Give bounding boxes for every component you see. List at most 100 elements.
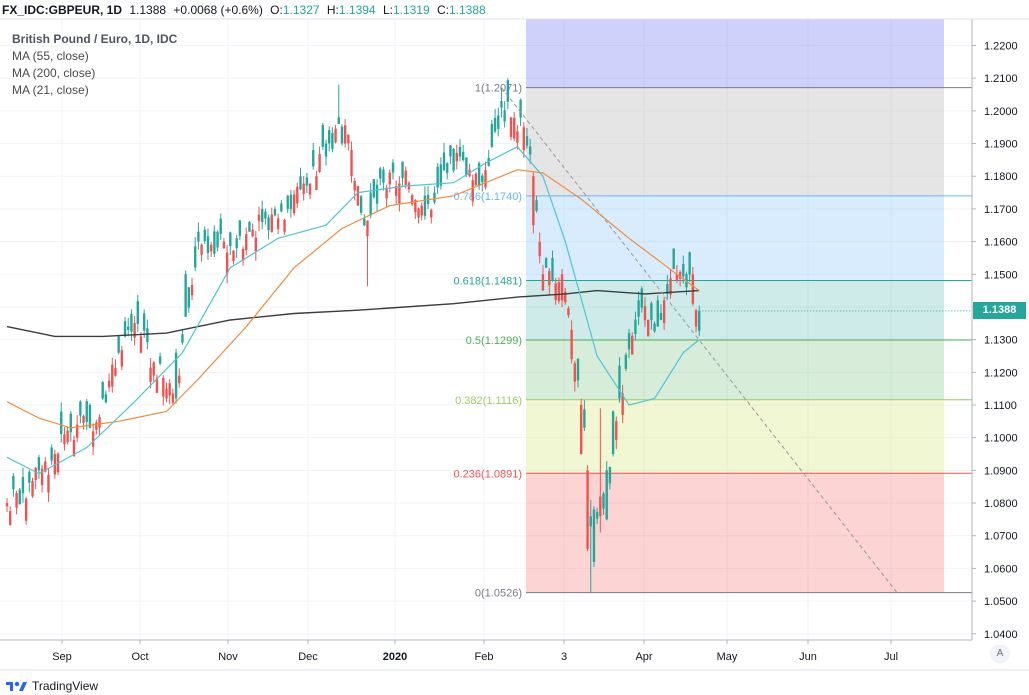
last-price-tag: 1.1388 [973,302,1026,320]
x-tick-label: Dec [298,651,318,663]
candle-body [197,231,200,242]
candle-body [363,218,366,226]
y-tick-label: 1.1700 [984,204,1018,216]
candle-body [91,431,95,447]
fib-level-label: 0.618(1.1481) [454,275,523,287]
candle-body [194,246,197,268]
candle-body [650,303,653,321]
candle-body [31,480,34,497]
y-tick-label: 1.1100 [984,400,1017,412]
candle-body [538,241,541,257]
candle-body [158,356,162,364]
candle-body [139,336,143,353]
x-tick-label: May [717,651,738,663]
candle-body [519,99,522,118]
candle-body [640,288,644,308]
candle-body [452,148,455,171]
y-tick-label: 1.2200 [984,40,1018,52]
candle-body [261,208,264,222]
candle-body [602,493,605,509]
candle-body [615,421,618,440]
fib-zone [526,195,944,281]
candle-body [257,214,261,222]
candle-body [104,394,108,403]
y-tick-label: 1.1500 [984,269,1018,281]
candle-body [624,354,628,369]
candle-body [200,244,203,255]
candle-body [621,393,624,416]
candle-body [85,401,88,422]
candle-body [47,474,50,493]
auto-scale-button[interactable]: A [990,645,1010,663]
candle-body [331,132,334,149]
fib-zone-top [526,19,944,88]
symbol-header: FX_IDC:GBPEUR, 1D 1.1388 +0.0068 (+0.6%)… [2,2,486,18]
candle-body [264,211,267,219]
candle-body [270,214,273,233]
candle-body [605,470,608,520]
candle-body [213,231,216,254]
fib-level-label: 0(1.0526) [475,588,522,600]
legend-ma21[interactable]: MA (21, close) [12,83,89,97]
candle-body [589,516,592,527]
candle-body [481,175,484,183]
candle-body [522,127,525,151]
candle-body [436,166,439,188]
candle-body [327,130,331,144]
candle-body [666,284,669,294]
trendline[interactable] [501,87,898,593]
x-tick-label: Jul [884,651,898,663]
y-tick-label: 1.0500 [984,596,1018,608]
candle-body [190,284,194,296]
candle-body [114,367,117,376]
candle-body [653,323,656,332]
candle-body [544,258,548,268]
candle-body [611,411,615,455]
ma55-line [6,169,700,429]
candle-body [21,476,25,494]
candle-body [532,176,535,226]
y-tick-label: 1.0800 [984,498,1018,510]
candle-body [372,179,376,198]
candle-body [133,323,136,338]
candle-body [567,308,570,316]
candle-body [120,350,124,367]
fib-level-label: 0.236(1.0891) [454,468,523,480]
trendline-dashed [501,87,898,593]
candle-body [142,313,146,331]
candle-body [401,161,404,178]
candle-body [235,238,238,249]
candle-body [461,151,465,161]
candle-body [305,177,309,186]
open-value: 1.1327 [282,3,320,17]
candle-body [366,220,369,237]
y-tick-label: 1.1900 [984,139,1018,151]
candle-body [98,417,101,428]
candle-body [471,180,474,202]
fibonacci-retracement[interactable]: 1(1.2071) 0.786(1.1740) 0.618(1.1481) 0.5(1… [454,19,973,600]
candle-body [111,364,114,387]
x-tick-label: Nov [218,651,238,663]
candle-body [181,334,184,343]
candle-body [398,183,401,204]
tradingview-brand[interactable]: TradingView [6,679,98,693]
legend-ma55[interactable]: MA (55, close) [12,49,89,63]
legend-main-series[interactable]: British Pound / Euro, 1D, IDC [12,32,178,46]
candle-body [548,270,551,286]
candle-body [557,282,561,302]
candle-body [513,117,516,139]
candle-body [656,300,659,327]
x-tick-label: Apr [635,651,652,663]
candle-body [238,220,242,236]
fib-level-label: 0.5(1.1299) [466,335,522,347]
fib-zone [526,473,944,593]
legend-ma200[interactable]: MA (200, close) [12,66,96,80]
candle-body [308,183,312,195]
candle-body [184,274,187,317]
candle-body [446,163,449,173]
candle-body [675,274,679,281]
candle-body [174,352,178,399]
candle-body [123,321,127,337]
candle-body [187,287,191,308]
